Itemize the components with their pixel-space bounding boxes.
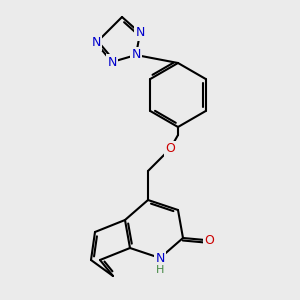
Text: N: N: [155, 251, 165, 265]
Text: N: N: [91, 37, 101, 50]
Text: N: N: [135, 26, 145, 40]
Text: O: O: [204, 233, 214, 247]
Text: H: H: [156, 265, 164, 275]
Text: N: N: [107, 56, 117, 68]
Text: N: N: [131, 49, 141, 62]
Text: O: O: [165, 142, 175, 155]
